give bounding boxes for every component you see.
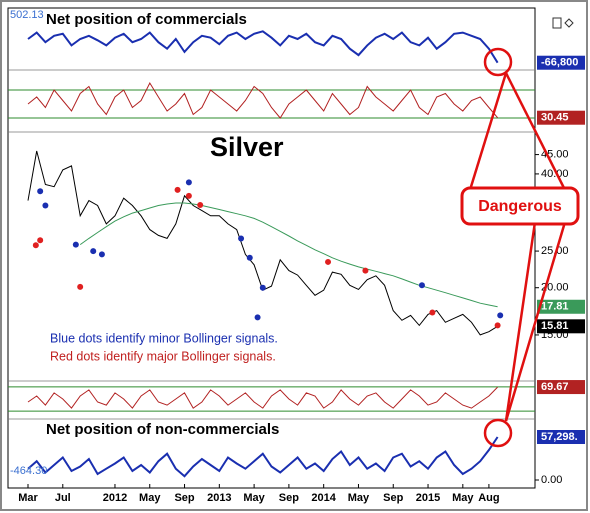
- x-tick-label: May: [348, 492, 370, 504]
- signal-dot: [185, 179, 192, 186]
- signal-dot: [362, 267, 369, 274]
- annotation: Red dots identify major Bollinger signal…: [50, 349, 276, 363]
- callout-lines: [468, 72, 567, 422]
- highlight-circle: [483, 47, 513, 77]
- signal-dot: [90, 248, 97, 255]
- signal-dot: [254, 314, 261, 321]
- callout-text: Dangerous: [478, 198, 562, 215]
- signal-dot: [37, 188, 44, 195]
- x-tick-label: 2013: [207, 492, 231, 504]
- corner-label: -464.30: [10, 465, 47, 477]
- signal-dot: [37, 237, 44, 244]
- signal-dot: [325, 258, 332, 265]
- end-label: 57,298.: [541, 431, 578, 443]
- chart-title: Silver: [210, 132, 284, 162]
- signal-dot: [497, 312, 504, 319]
- signal-dot: [72, 241, 79, 248]
- end-label: 17.81: [541, 301, 569, 313]
- end-label: 69.67: [541, 381, 569, 393]
- x-tick-label: May: [139, 492, 161, 504]
- corner-label: 502.13: [10, 9, 44, 21]
- callout-box: [460, 186, 580, 226]
- x-tick-label: Aug: [478, 492, 499, 504]
- x-tick-label: May: [243, 492, 265, 504]
- y-tick-label: 25.00: [541, 245, 569, 257]
- signal-dot: [174, 186, 181, 193]
- x-tick-label: 2014: [311, 492, 336, 504]
- series-line: [27, 30, 499, 64]
- signal-dot: [246, 254, 253, 261]
- signal-dot: [32, 242, 39, 249]
- signal-dot: [494, 322, 501, 329]
- signal-dot: [429, 309, 436, 316]
- y-tick-label: 40.00: [541, 168, 569, 180]
- x-tick-label: Sep: [383, 492, 403, 504]
- x-tick-label: Sep: [279, 492, 299, 504]
- y-tick-label: 20.00: [541, 282, 569, 294]
- end-label: -66,800: [541, 57, 578, 69]
- x-tick-label: 2012: [103, 492, 127, 504]
- signal-dot: [259, 284, 266, 291]
- signal-dot: [77, 283, 84, 290]
- x-tick-label: 2015: [416, 492, 440, 504]
- panel-title: Net position of non-commercials: [46, 421, 279, 438]
- signal-dot: [418, 282, 425, 289]
- x-tick-label: Sep: [174, 492, 194, 504]
- annotation: Blue dots identify minor Bollinger signa…: [50, 331, 278, 345]
- x-tick-label: Jul: [55, 492, 71, 504]
- series-line: [79, 202, 498, 308]
- signal-dot: [98, 251, 105, 258]
- x-tick-label: Mar: [18, 492, 38, 504]
- toolbar-icon: [552, 17, 574, 29]
- highlight-circle: [483, 418, 513, 448]
- end-label-box: [537, 110, 585, 125]
- plot-frame: [7, 7, 536, 489]
- series-line: [27, 386, 498, 409]
- signal-dot: [197, 202, 204, 209]
- series-line: [27, 81, 498, 119]
- end-label-box: [537, 299, 585, 314]
- end-label-box: [537, 55, 585, 70]
- signal-dot: [42, 202, 49, 209]
- end-label-box: [537, 319, 585, 334]
- end-label-box: [537, 380, 585, 395]
- series-line: [27, 436, 499, 478]
- end-label: 15.81: [541, 320, 569, 332]
- signal-dot: [238, 235, 245, 242]
- panel-title: Net position of commercials: [46, 11, 247, 28]
- signal-dot: [185, 192, 192, 199]
- y-tick-label: 0.00: [541, 474, 562, 486]
- x-tick-label: May: [452, 492, 474, 504]
- end-label: 30.45: [541, 112, 569, 124]
- plot-layer: -66,800 Net position of commercials502.13…: [8, 9, 585, 504]
- end-label-box: [537, 430, 585, 445]
